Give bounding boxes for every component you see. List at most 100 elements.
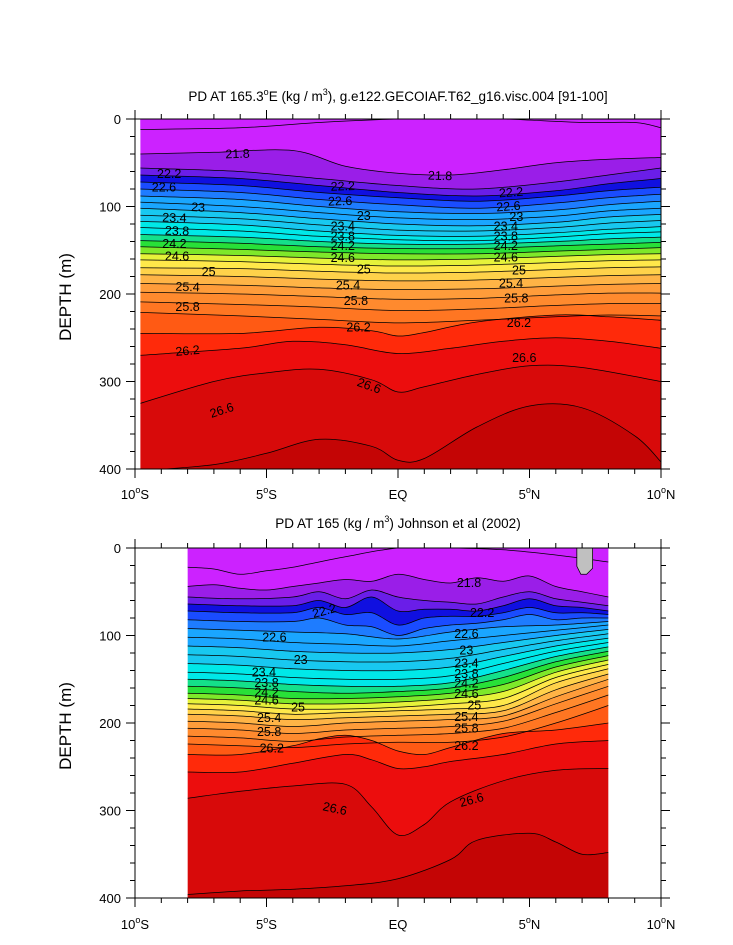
isoline-25.8 [187, 694, 609, 742]
isoline-26.6 [140, 364, 661, 404]
isoline-25.2 [187, 673, 609, 720]
isoline-21.8 [140, 149, 661, 176]
contour-band [140, 292, 661, 311]
contour-label: 21.8 [428, 168, 453, 183]
y-tick-label: 0 [114, 541, 121, 556]
isoline-21.8 [187, 573, 609, 598]
isoline-24.2 [187, 650, 609, 694]
contour-band [140, 168, 661, 197]
contour-label: 24.2 [494, 239, 518, 253]
contour-label: 21.8 [457, 576, 481, 590]
isoline-22.4 [140, 181, 661, 202]
y-tick-label: 100 [99, 629, 121, 644]
x-tick-label: EQ [389, 917, 408, 932]
x-tick-label: EQ [389, 487, 408, 502]
contour-band [140, 253, 661, 267]
contour-label: 24.6 [165, 249, 189, 263]
contour-band [140, 182, 661, 209]
isoline-26.2 [187, 722, 609, 756]
isoline-21.6 [187, 548, 609, 575]
contour-label: 23 [294, 653, 308, 667]
isoline-23.4 [187, 633, 609, 663]
y-tick-label: 200 [99, 716, 121, 731]
contour-label: 23.8 [454, 667, 478, 681]
contour-labels: 21.822.2 22.222.6 22.6232323.423.824.224.6… [252, 576, 495, 818]
contour-lines [187, 548, 609, 895]
contour-label: 25.8 [454, 721, 478, 735]
isoline-23.8 [140, 227, 661, 242]
contour-label: 25.4 [454, 710, 478, 724]
y-tick-label: 200 [99, 287, 121, 302]
contour-label: 26.2 [346, 320, 370, 334]
contour-label: 25.4 [175, 280, 200, 295]
isoline-22.6 [187, 614, 609, 636]
contour-band [187, 621, 609, 647]
contour-label: 24.6 [454, 687, 478, 701]
contour-label: 25.8 [344, 294, 368, 308]
isoline-24.4 [187, 655, 609, 700]
contour-band [187, 686, 609, 742]
isoline-26 [140, 312, 661, 324]
isoline-24 [187, 646, 609, 687]
contour-band [187, 674, 609, 727]
isoline-24.8 [187, 664, 609, 710]
contour-band [140, 119, 661, 176]
contour-band [187, 589, 609, 612]
contour-band [140, 283, 661, 300]
contour-label: 26.2 [260, 741, 284, 755]
y-tick-label: 300 [99, 804, 121, 819]
isoline-23.8 [187, 642, 609, 680]
contour-band [187, 548, 609, 597]
isoline-26.2 [140, 314, 661, 337]
contour-label: 24.6 [331, 251, 355, 265]
isoline-24.2 [140, 240, 661, 250]
y-axis: 0 100 200 300 400 [99, 112, 670, 477]
contour-label: 23.4 [494, 220, 518, 234]
x-tick-label: 10oN [647, 915, 676, 932]
contour-band [187, 660, 609, 710]
y-axis: 0 100 200 300 400 [99, 541, 670, 906]
isoline-22 [140, 167, 661, 190]
contour-label: 22.2 [157, 167, 181, 181]
contour-band [187, 638, 609, 680]
contour-band [164, 403, 661, 469]
isoline-24.6 [187, 659, 609, 705]
contour-label: 26.6 [322, 799, 349, 818]
contour-label: 23.4 [162, 210, 187, 225]
x-tick-label: 5oS [256, 485, 277, 502]
isoline-26.6 [187, 768, 609, 836]
contour-band [187, 833, 609, 898]
contour-band [140, 215, 661, 237]
isoline-26.4 [187, 740, 609, 774]
contour-label: 22.2 [330, 179, 355, 194]
contour-label: 23.4 [331, 220, 355, 234]
isoline-25.6 [140, 291, 661, 300]
isoline-22.8 [187, 621, 609, 640]
contour-label: 22.2 [498, 185, 523, 201]
contour-band [187, 651, 609, 699]
isoline-22.6 [140, 188, 661, 209]
contour-band [187, 574, 609, 606]
contour-band [187, 646, 609, 694]
x-tick-label: 10oN [647, 485, 676, 502]
x-tick-label: 5oN [519, 485, 541, 502]
contour-label: 25.8 [257, 725, 281, 739]
isoline-23 [140, 201, 661, 221]
contour-label: 22.2 [470, 606, 494, 620]
contour-band [140, 227, 661, 245]
isoline-22.4 [187, 607, 609, 626]
y-tick-label: 0 [114, 112, 121, 127]
contour-band [140, 240, 661, 255]
x-tick-label: 10oS [121, 915, 149, 932]
contour-band [187, 633, 609, 671]
contour-band [187, 625, 609, 654]
isoline-25.4 [140, 283, 661, 291]
isoline-25.2 [140, 274, 661, 282]
contour-label: 22.6 [496, 199, 521, 215]
isoline-22.8 [140, 195, 661, 214]
contour-label: 26.6 [512, 351, 536, 365]
contour-label: 25.4 [257, 711, 281, 725]
isoline-23.2 [140, 207, 661, 227]
contour-band [187, 664, 609, 715]
